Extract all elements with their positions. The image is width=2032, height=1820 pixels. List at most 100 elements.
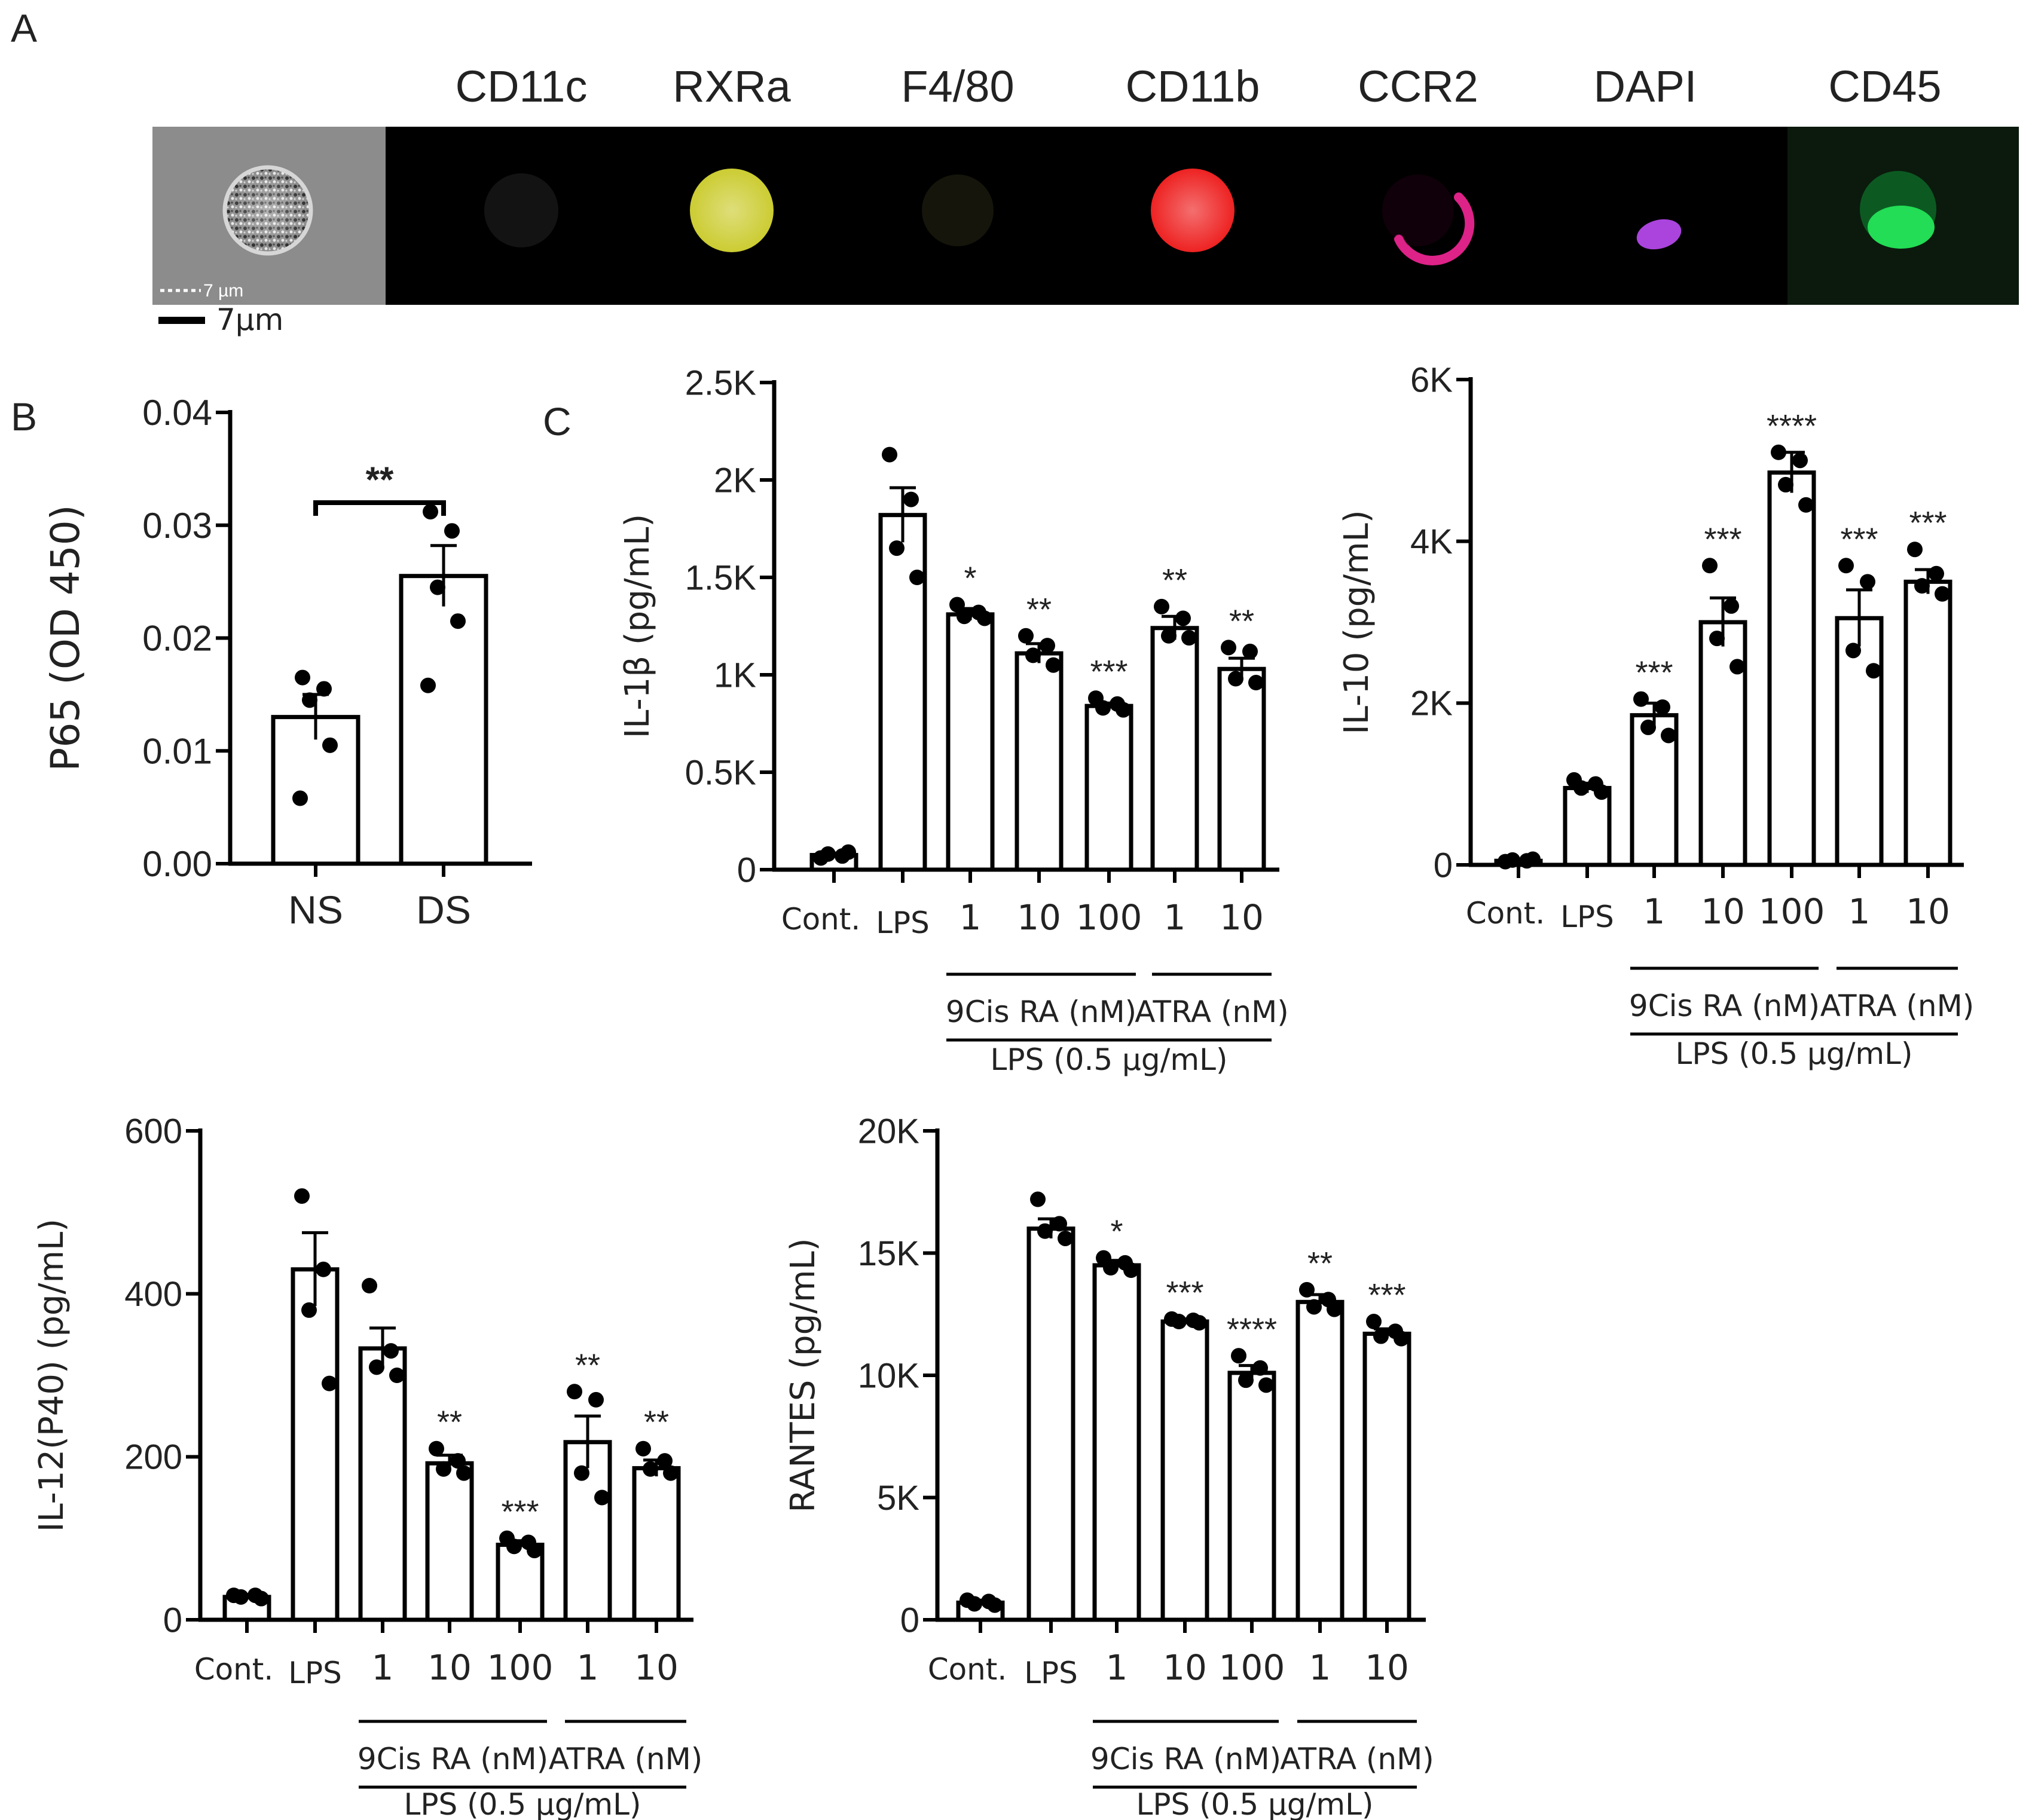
y-tick-label: 1K (714, 656, 756, 695)
data-point (1709, 631, 1725, 647)
x-tick-label: 1 (1643, 891, 1666, 932)
data-point (987, 1597, 1003, 1613)
cell-cd11b-glow (1151, 169, 1235, 252)
significance-stars: ** (1307, 1246, 1333, 1281)
y-tick-label: 0.02 (142, 619, 212, 659)
data-point (1661, 727, 1676, 744)
y-tick-label: 400 (124, 1275, 182, 1314)
cell-cd45 (1868, 206, 1935, 249)
significance-stars: *** (1368, 1277, 1405, 1313)
y-axis-label: IL-1β (pg/mL) (618, 514, 657, 739)
data-point (423, 504, 438, 520)
data-point (1231, 1348, 1246, 1364)
data-point (1394, 1330, 1409, 1347)
significance-stars: *** (1090, 654, 1127, 690)
data-point (1046, 657, 1061, 673)
bar (1026, 1226, 1075, 1622)
data-point (574, 1465, 589, 1481)
data-point (1838, 558, 1854, 574)
bar (1227, 1371, 1276, 1622)
channel-label-rxra: RXRa (673, 62, 791, 111)
bar (358, 1346, 407, 1622)
significance-stars: **** (1767, 408, 1817, 444)
imaging-strip: 7 µm (152, 127, 2019, 305)
data-point (1633, 691, 1649, 707)
data-point (889, 540, 905, 556)
cell-rxra-glow (690, 169, 774, 252)
channel-labels: CD11c RXRa F4/80 CD11b CCR2 DAPI CD45 (456, 62, 1942, 111)
cell-cd11c (484, 173, 558, 247)
data-point (1161, 628, 1177, 644)
x-tick-label: NS (288, 888, 343, 932)
x-tick-label: 10 (1906, 891, 1950, 932)
data-point (1594, 784, 1609, 800)
chart-il1b: 0 0.5K 1K 1.5K 2K 2.5K IL-1β (pg/mL) Cont. LPS 1 *… (618, 363, 1289, 1077)
data-point (436, 1461, 451, 1477)
brightfield-cell-glow (225, 167, 311, 253)
panel-label-c: C (543, 399, 572, 443)
data-point (1025, 647, 1041, 663)
cell-ccr2-body (1382, 175, 1454, 246)
data-point (1306, 1299, 1322, 1315)
data-point (1154, 598, 1169, 614)
x-tick-label: 10 (1365, 1647, 1409, 1688)
cell-dapi (1636, 219, 1682, 250)
data-point (635, 1440, 651, 1457)
fluorescence-tile (386, 127, 1793, 305)
panel-label-a: A (11, 6, 37, 50)
bar (1903, 579, 1952, 867)
group-label: ATRA (nM) (1280, 1742, 1434, 1776)
group-label: 9Cis RA (nM) (1090, 1742, 1281, 1776)
significance-stars: ** (366, 460, 394, 500)
bar (1295, 1299, 1345, 1622)
y-tick-label: 2.5K (685, 363, 757, 402)
data-point (430, 579, 445, 595)
y-tick-label: 200 (124, 1438, 182, 1477)
x-tick-label: DS (416, 888, 471, 932)
bar (1698, 620, 1747, 867)
y-tick-label: 1.5K (685, 558, 757, 597)
data-point (1935, 586, 1950, 602)
y-tick-label: 20K (858, 1112, 920, 1151)
data-point (389, 1368, 405, 1383)
data-point (1907, 542, 1923, 558)
group-label: ATRA (nM) (1135, 995, 1289, 1029)
data-point (643, 1461, 658, 1477)
data-point (1228, 671, 1243, 687)
scale-bar-label: 7µm (216, 302, 283, 337)
significance-stars: *** (1840, 521, 1878, 557)
significance-stars: ** (575, 1347, 600, 1383)
data-point (506, 1538, 522, 1555)
channel-label-ccr2: CCR2 (1358, 62, 1478, 111)
data-point (1123, 1262, 1139, 1278)
lps-label: LPS (0.5 µg/mL) (990, 1042, 1227, 1077)
y-tick-label: 6K (1410, 360, 1453, 399)
channel-label-cd45: CD45 (1828, 62, 1941, 111)
cell-f480 (922, 175, 994, 246)
data-point (1860, 574, 1875, 590)
x-tick-label: 10 (1017, 897, 1061, 938)
x-tick-label: 10 (634, 1647, 679, 1688)
significance-stars: * (964, 561, 976, 597)
bar (946, 612, 995, 872)
data-point (1037, 1223, 1053, 1239)
significance-bracket (313, 500, 446, 516)
data-point (302, 692, 317, 708)
y-axis-label: IL-12(P40) (pg/mL) (32, 1219, 71, 1532)
data-point (1171, 1314, 1187, 1330)
cell-ccr2-rim (1395, 193, 1474, 265)
bar (1362, 1331, 1411, 1622)
data-point (450, 613, 466, 629)
lps-label: LPS (0.5 µg/mL) (1136, 1787, 1373, 1820)
significance-stars: **** (1227, 1311, 1277, 1347)
y-tick-label: 0 (163, 1601, 182, 1639)
data-point (316, 681, 332, 697)
bar (399, 574, 488, 866)
y-tick-label: 0.03 (142, 506, 212, 546)
x-tick-label: 1 (372, 1647, 394, 1688)
significance-stars: * (1110, 1214, 1123, 1250)
x-tick-label: 1 (577, 1647, 599, 1688)
panel-label-b: B (11, 394, 37, 439)
y-tick-label: 0 (900, 1601, 919, 1639)
y-tick-label: 2K (1410, 684, 1453, 723)
